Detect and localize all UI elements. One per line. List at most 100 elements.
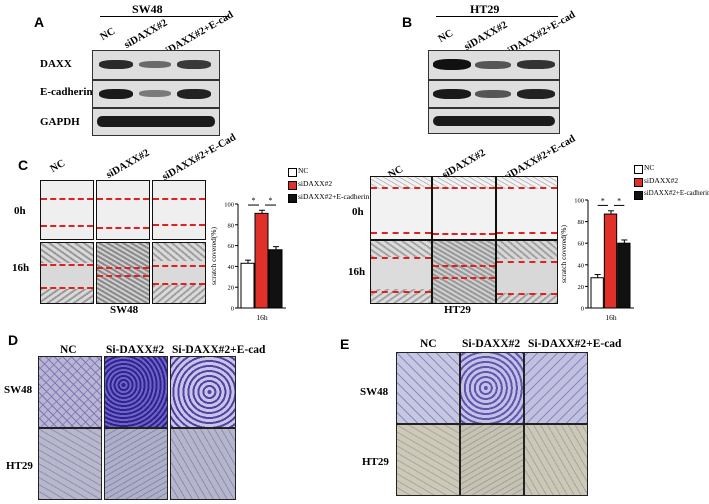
scratch-image <box>370 176 432 240</box>
bar-NC <box>240 262 255 309</box>
panelC-right-row-0h: 0h <box>352 206 364 218</box>
y-axis-label: scratch covered(%) <box>559 224 568 283</box>
cell-layer <box>153 243 205 261</box>
legend-swatch-sidaxx <box>634 178 643 187</box>
band <box>517 60 555 69</box>
cell-layer <box>371 241 431 257</box>
transwell-image <box>524 424 588 496</box>
panelA-bracket <box>100 16 228 17</box>
transwell-image <box>104 356 168 428</box>
blot-a-gapdh <box>92 108 220 136</box>
panelC-left-col-3: siDAXX#2+E-Cad <box>160 131 238 183</box>
legend-label: siDAXX#2 <box>644 176 679 185</box>
legend-label: siDAXX#2+E-cadherin <box>298 192 370 201</box>
legend-label: NC <box>644 163 655 172</box>
y-tick-label: 80 <box>228 222 235 229</box>
panelA-lane-1: NC <box>98 25 118 43</box>
scratch-edge-line <box>371 187 431 189</box>
scratch-image <box>40 242 94 304</box>
bar-siDAXX#2+E-cadherin <box>617 242 631 309</box>
legend-label: siDAXX#2+E-cadherin <box>644 189 709 197</box>
band <box>433 116 555 126</box>
blot-label-gapdh: GAPDH <box>40 116 80 128</box>
panelD-col-3: Si-DAXX#2+E-cad <box>172 344 266 356</box>
transwell-image <box>460 352 524 424</box>
band <box>475 61 511 69</box>
scratch-image <box>96 242 150 304</box>
scratch-edge-line <box>497 261 557 263</box>
scratch-image <box>370 240 432 304</box>
cell-layer <box>41 289 93 303</box>
panelD-col-2: Si-DAXX#2 <box>106 344 165 356</box>
panelC-right-row-16h: 16h <box>348 266 366 278</box>
y-tick-label: 60 <box>228 243 235 250</box>
band <box>433 89 471 99</box>
y-tick-label: 40 <box>228 264 235 271</box>
panelD-row-ht29: HT29 <box>6 460 33 472</box>
blot-a-daxx <box>92 50 220 80</box>
bar-chart-sw48: scratch covered(%) 0 20 40 60 80 100 * * 16h <box>209 196 286 322</box>
scratch-edge-line <box>497 232 557 234</box>
band <box>99 89 133 99</box>
stain-texture <box>525 353 587 423</box>
y-tick-label: 80 <box>578 219 585 226</box>
panelA-cell-line: SW48 <box>132 2 163 16</box>
band <box>139 90 171 97</box>
y-tick-label: 40 <box>578 262 585 269</box>
cell-layer <box>497 293 557 303</box>
blot-a-ecadherin <box>92 80 220 108</box>
stain-texture <box>105 429 167 499</box>
panelB-cell-line: HT29 <box>470 2 500 16</box>
panelD-col-1: NC <box>60 344 77 356</box>
y-tick-label: 20 <box>228 285 235 292</box>
y-tick-label: 100 <box>574 198 584 205</box>
scratch-image <box>152 180 206 240</box>
transwell-image <box>524 352 588 424</box>
transwell-image <box>170 356 236 428</box>
band <box>97 116 215 127</box>
panelE-col-1: NC <box>420 338 437 350</box>
panelD-row-sw48: SW48 <box>4 384 33 396</box>
panel-letter-a: A <box>34 14 45 30</box>
scratch-image <box>40 180 94 240</box>
legend-label: NC <box>298 166 309 175</box>
bar-siDAXX#2 <box>603 213 618 309</box>
transwell-image <box>460 424 524 496</box>
panelC-left-col-2: siDAXX#2 <box>104 147 152 181</box>
scratch-edge-line <box>41 264 93 266</box>
y-tick-label: 0 <box>231 306 234 313</box>
legend-swatch-nc <box>288 168 297 177</box>
y-tick-label: 60 <box>578 241 585 248</box>
stain-texture <box>39 429 101 499</box>
transwell-image <box>396 352 460 424</box>
legend-swatch-rescue <box>288 194 297 203</box>
bar-NC <box>590 277 604 309</box>
significance-star: * <box>252 196 256 205</box>
blot-b-daxx <box>428 50 560 80</box>
panelE-col-2: Si-DAXX#2 <box>462 338 521 350</box>
band <box>139 61 171 68</box>
scratch-edge-line <box>153 198 205 200</box>
y-tick-label: 100 <box>224 202 234 209</box>
stain-texture <box>461 353 523 423</box>
legend-swatch-sidaxx <box>288 181 297 190</box>
transwell-image <box>104 428 168 500</box>
scratch-edge-line <box>153 265 205 267</box>
panelE-row-sw48: SW48 <box>360 386 389 398</box>
panelC-left-caption: SW48 <box>110 304 139 316</box>
transwell-image <box>170 428 236 500</box>
panelB-bracket <box>436 16 558 17</box>
bar-siDAXX#2 <box>254 212 269 309</box>
blot-label-ecadherin: E-cadherin <box>40 86 93 98</box>
stain-texture <box>171 357 235 427</box>
cell-layer <box>41 243 93 263</box>
stain-texture <box>397 425 459 495</box>
band <box>177 60 211 69</box>
cell-layer <box>497 177 557 189</box>
scratch-edge-line <box>371 257 431 259</box>
scratch-edge-line <box>97 227 149 229</box>
legend-label: siDAXX#2 <box>298 179 333 188</box>
scratch-edge-line <box>371 291 431 293</box>
scratch-edge-line <box>97 198 149 200</box>
panelB-lane-1: NC <box>436 27 456 45</box>
